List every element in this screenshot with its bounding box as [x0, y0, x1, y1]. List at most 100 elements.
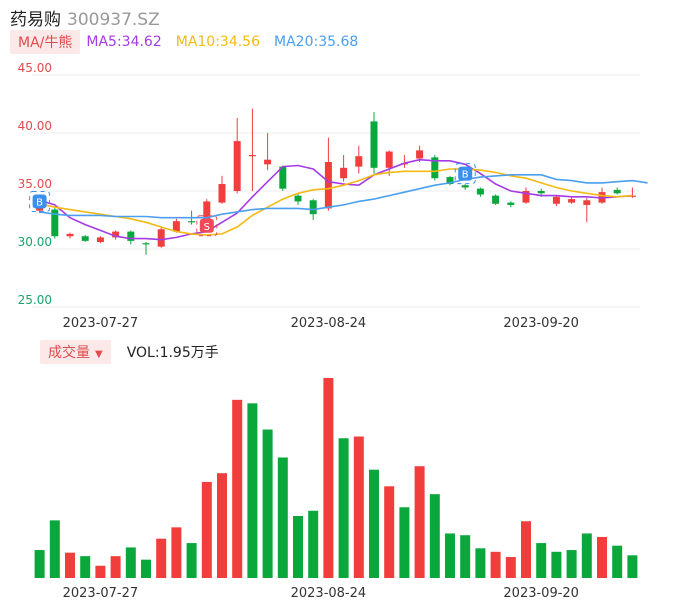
candle-down — [446, 177, 454, 185]
candle-down — [431, 157, 439, 179]
volume-bar — [536, 543, 547, 578]
buy-marker-box — [458, 166, 473, 181]
buy-marker-label: B — [36, 197, 43, 208]
volume-bar — [49, 520, 60, 578]
volume-bar — [217, 473, 227, 578]
candle-down — [492, 195, 500, 204]
candle-down — [309, 200, 317, 215]
volume-bar — [34, 550, 45, 578]
candle-down — [127, 231, 135, 241]
volume-bar — [338, 438, 349, 578]
candle-up — [218, 184, 226, 203]
stock-code: 300937.SZ — [67, 10, 160, 30]
candle-down — [51, 209, 59, 237]
buy-marker-label: B — [462, 170, 469, 181]
candle-up — [568, 199, 576, 203]
ma20-label: MA20:35.68 — [274, 34, 359, 50]
candle-down — [279, 166, 287, 189]
volume-bar — [156, 538, 167, 578]
candle-up — [96, 237, 104, 243]
candle-down — [81, 236, 89, 241]
y-tick-label: 35.00 — [18, 177, 52, 191]
volume-bar — [612, 545, 623, 578]
volume-selector-button[interactable]: 成交量 ▼ — [40, 340, 111, 364]
candle-up — [416, 150, 424, 159]
volume-bar — [323, 378, 334, 578]
buy-point-icon: B — [29, 190, 51, 212]
volume-bar — [460, 535, 471, 578]
x-tick-label: 2023-09-20 — [503, 316, 579, 331]
volume-bar — [475, 548, 486, 578]
candle-up — [552, 196, 560, 204]
sell-point-icon: S — [196, 215, 218, 237]
stock-name: 药易购 — [10, 10, 61, 30]
ma-selector-button[interactable]: MA/牛熊 — [10, 30, 81, 54]
volume-bar — [277, 457, 288, 578]
ma10-label: MA10:34.56 — [175, 34, 261, 50]
volume-value: VOL:1.95万手 — [126, 345, 219, 361]
y-tick-label: 45.00 — [18, 61, 52, 75]
volume-bar — [65, 552, 75, 578]
candle-down — [142, 243, 150, 245]
candle-up — [112, 231, 120, 238]
volume-bar — [369, 469, 379, 578]
volume-bar — [490, 551, 501, 578]
buy-marker-frame — [29, 190, 51, 212]
candle-down — [294, 195, 302, 202]
volume-bar — [110, 556, 121, 578]
candle-down — [537, 191, 545, 194]
y-tick-label: 30.00 — [18, 235, 52, 249]
volume-bar — [551, 551, 562, 578]
ma20-line — [39, 174, 648, 219]
candle-down — [370, 121, 378, 168]
candle-down — [613, 189, 621, 194]
candle-up — [385, 151, 393, 168]
volume-bar — [521, 521, 531, 578]
x-tick-label: 2023-07-27 — [63, 316, 139, 331]
volume-bar — [399, 507, 410, 578]
sell-marker-box — [199, 218, 214, 233]
buy-point-icon: B — [454, 163, 476, 185]
candle-up — [233, 141, 241, 191]
volume-bar — [505, 557, 516, 578]
buy-marker-frame — [454, 163, 476, 185]
buy-marker-box — [32, 194, 47, 209]
volume-bar — [201, 481, 212, 578]
ma10-line — [39, 168, 633, 236]
volume-bar — [80, 556, 91, 578]
volume-bar — [429, 494, 440, 578]
candle-up — [583, 200, 591, 205]
volume-bar — [95, 565, 106, 578]
volume-bar — [627, 555, 638, 578]
volume-bar — [125, 547, 136, 578]
candle-up — [522, 191, 530, 203]
candle-down — [476, 188, 484, 195]
volume-x-tick-label: 2023-07-27 — [63, 586, 139, 601]
volume-bar — [186, 543, 197, 578]
candle-down — [507, 202, 515, 205]
volume-bar — [308, 510, 319, 578]
volume-bar — [232, 399, 243, 578]
volume-bar — [414, 466, 425, 578]
volume-bar — [247, 403, 258, 578]
candle-down — [188, 221, 196, 223]
volume-bar — [445, 533, 455, 578]
volume-bar — [353, 436, 364, 578]
volume-bar — [566, 550, 577, 578]
x-tick-label: 2023-08-24 — [291, 316, 367, 331]
volume-selector-label: 成交量 — [48, 345, 90, 361]
sell-marker-frame — [196, 215, 218, 237]
volume-bar — [581, 533, 592, 578]
volume-bar — [262, 429, 273, 578]
candle-up — [355, 156, 363, 167]
volume-legend: 成交量 ▼ VOL:1.95万手 — [40, 340, 219, 364]
volume-bar — [171, 527, 182, 578]
sell-marker-label: S — [204, 222, 210, 233]
volume-bar — [384, 486, 395, 578]
volume-bar — [597, 536, 607, 578]
ma5-label: MA5:34.62 — [86, 34, 162, 50]
stock-title: 药易购 300937.SZ — [10, 5, 160, 30]
y-tick-label: 25.00 — [18, 293, 52, 307]
candle-up — [324, 162, 332, 209]
